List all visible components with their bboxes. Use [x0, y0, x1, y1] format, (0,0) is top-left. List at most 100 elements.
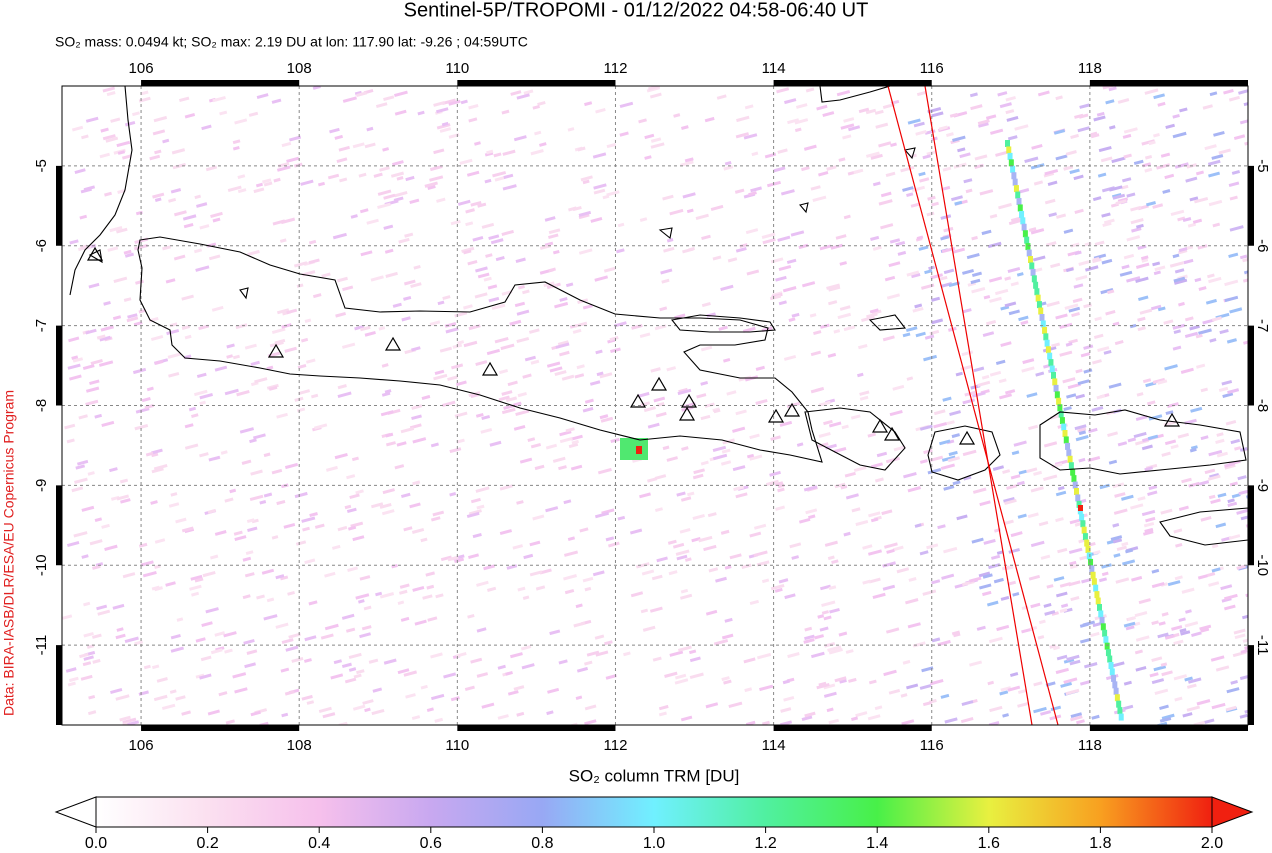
pixel [80, 244, 88, 250]
pixel [1153, 133, 1160, 138]
pixel [1060, 603, 1069, 608]
pixel [1046, 300, 1060, 308]
pixel [81, 134, 89, 140]
pixel [886, 293, 901, 300]
pixel [828, 585, 837, 591]
pixel [436, 197, 446, 203]
pixel [982, 573, 993, 579]
pixel [1075, 368, 1083, 374]
y-tick-label: -6 [33, 239, 50, 252]
pixel [1111, 156, 1126, 164]
pixel [557, 340, 569, 346]
pixel [150, 500, 158, 505]
pixel [253, 187, 265, 194]
pixel [487, 284, 498, 290]
pixel [736, 115, 750, 123]
pixel [516, 500, 524, 505]
pixel [582, 304, 593, 310]
pixel [775, 275, 787, 282]
pixel [571, 439, 580, 445]
pixel [886, 548, 895, 554]
pixel [149, 154, 161, 161]
pixel [988, 720, 1000, 725]
pixel [882, 561, 896, 568]
pixel [1088, 558, 1094, 566]
pixel [140, 560, 154, 567]
pixel [931, 637, 941, 643]
pixel [680, 593, 693, 600]
pixel [1220, 584, 1233, 591]
pixel [545, 443, 558, 450]
colorbar-low-arrow [54, 796, 97, 828]
pixel [1208, 449, 1223, 457]
pixel [982, 590, 992, 597]
pixel [783, 695, 795, 702]
pixel [804, 626, 813, 632]
pixel [620, 438, 648, 460]
pixel [1130, 218, 1144, 225]
pixel [97, 609, 111, 616]
pixel [345, 627, 356, 633]
pixel [640, 401, 651, 407]
pixel [574, 321, 588, 328]
pixel [1086, 552, 1092, 560]
pixel [379, 166, 390, 172]
pixel [514, 301, 526, 308]
pixel [819, 626, 829, 632]
pixel [468, 117, 478, 123]
pixel [474, 292, 488, 299]
pixel [96, 334, 106, 340]
pixel [1092, 196, 1102, 202]
pixel [165, 278, 176, 284]
pixel [276, 499, 286, 506]
y-tick-label: -9 [1254, 479, 1271, 492]
pixel [1051, 611, 1059, 616]
pixel [286, 156, 300, 163]
pixel [441, 400, 456, 407]
pixel [596, 371, 604, 377]
coast-java [137, 236, 823, 463]
pixel [71, 125, 84, 132]
pixel [872, 245, 882, 251]
pixel [1083, 662, 1098, 669]
pixel [68, 336, 80, 343]
coast-bali [804, 407, 906, 471]
pixel [584, 398, 594, 404]
pixel [1134, 649, 1143, 655]
pixel [669, 208, 684, 216]
pixel [942, 185, 951, 191]
pixel [123, 249, 132, 255]
pixel [619, 101, 634, 109]
pixel [1073, 174, 1084, 181]
pixel [122, 572, 136, 579]
pixel [233, 530, 243, 536]
pixel [1122, 559, 1136, 566]
pixel [403, 526, 413, 532]
pixel [931, 136, 938, 142]
pixel [647, 422, 660, 429]
pixel [401, 316, 411, 322]
pixel [686, 491, 695, 497]
pixel [1142, 530, 1154, 536]
pixel [381, 363, 389, 368]
pixel [693, 468, 705, 475]
pixel [1125, 625, 1135, 631]
pixel [983, 538, 996, 545]
pixel [1209, 91, 1218, 97]
pixel [962, 268, 974, 275]
pixel [1207, 474, 1221, 481]
pixel [1056, 397, 1062, 405]
pixel [1194, 277, 1202, 283]
pixel [517, 284, 525, 290]
pixel [1033, 706, 1047, 714]
pixel [941, 455, 956, 462]
pixel [1160, 152, 1171, 158]
pixel [1208, 276, 1222, 284]
pixel [888, 688, 901, 695]
pixel [1022, 230, 1028, 238]
pixel [324, 571, 336, 578]
pixel [710, 204, 724, 211]
pixel [1108, 662, 1114, 669]
pixel [488, 296, 500, 303]
x-tick-label: 112 [604, 60, 628, 77]
